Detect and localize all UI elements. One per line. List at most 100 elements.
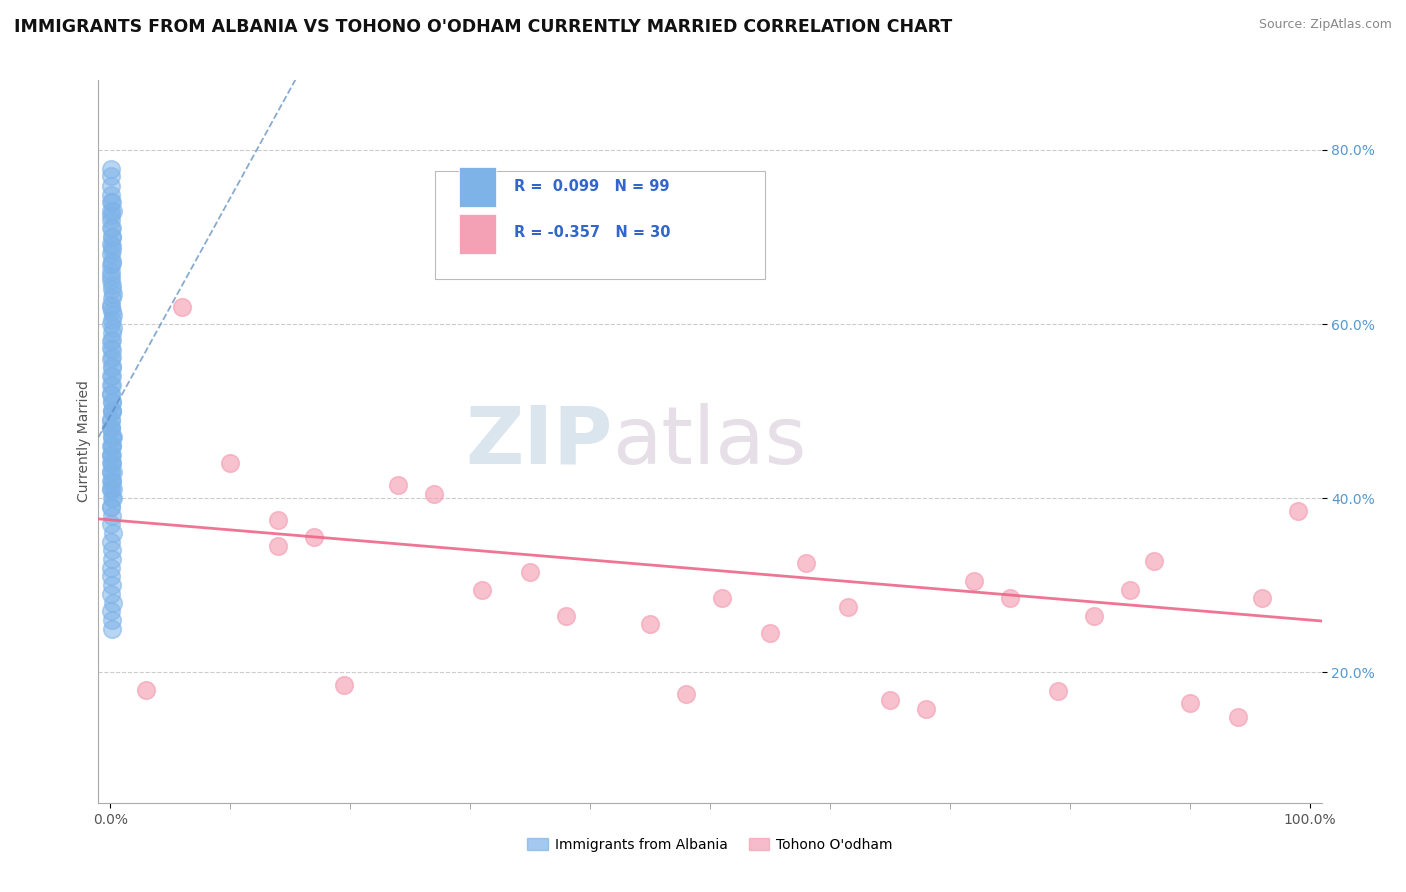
Point (1226, 710, 1249, 724)
Point (100, 247, 122, 261)
Point (101, 312, 124, 326)
Text: IMMIGRANTS FROM ALBANIA VS TOHONO O'ODHAM CURRENTLY MARRIED CORRELATION CHART: IMMIGRANTS FROM ALBANIA VS TOHONO O'ODHA… (14, 18, 952, 36)
Point (1286, 504, 1309, 518)
Point (100, 517, 122, 532)
Point (100, 500, 122, 514)
Point (100, 300, 122, 314)
Point (101, 430, 124, 444)
Point (101, 321, 124, 335)
Point (101, 238, 124, 252)
Point (675, 687, 697, 701)
Point (100, 188, 122, 202)
Point (101, 395, 124, 409)
Point (387, 478, 409, 492)
Point (1119, 582, 1142, 597)
Point (101, 483, 124, 497)
Point (423, 487, 446, 501)
Point (101, 404, 124, 418)
Point (915, 702, 938, 716)
Point (998, 591, 1021, 606)
Point (100, 179, 122, 194)
Point (101, 350, 124, 364)
Point (100, 448, 122, 462)
Point (100, 569, 122, 583)
Text: R = -0.357   N = 30: R = -0.357 N = 30 (515, 225, 671, 240)
Point (101, 491, 124, 505)
Point (100, 334, 122, 349)
Point (100, 483, 122, 497)
Point (101, 552, 124, 566)
Legend: Immigrants from Albania, Tohono O'odham: Immigrants from Albania, Tohono O'odham (522, 832, 898, 857)
Point (100, 448, 122, 462)
Point (638, 617, 661, 632)
Point (135, 682, 157, 697)
Point (100, 474, 122, 488)
Point (100, 474, 122, 488)
Point (101, 286, 124, 301)
Point (100, 162, 122, 177)
Point (100, 258, 122, 272)
Point (100, 430, 122, 444)
Point (101, 613, 124, 627)
Point (101, 622, 124, 636)
Point (100, 212, 122, 227)
Point (100, 578, 122, 592)
Point (101, 596, 124, 610)
Point (100, 230, 122, 244)
Point (101, 404, 124, 418)
Point (100, 369, 122, 384)
Point (100, 500, 122, 514)
Point (101, 448, 124, 462)
Point (101, 430, 124, 444)
Point (101, 404, 124, 418)
Point (100, 421, 122, 435)
Point (100, 483, 122, 497)
Point (100, 254, 122, 268)
Point (794, 557, 817, 571)
Point (100, 386, 122, 401)
Point (101, 221, 124, 235)
Point (101, 243, 124, 257)
Point (100, 351, 122, 366)
Point (100, 342, 122, 356)
Point (100, 413, 122, 427)
Point (101, 308, 124, 322)
Point (101, 439, 124, 453)
Point (963, 574, 986, 588)
Text: atlas: atlas (612, 402, 807, 481)
Text: Source: ZipAtlas.com: Source: ZipAtlas.com (1258, 18, 1392, 31)
Point (100, 465, 122, 479)
Point (100, 587, 122, 601)
Y-axis label: Currently Married: Currently Married (77, 381, 91, 502)
Point (101, 508, 124, 523)
Point (837, 599, 859, 614)
Point (1046, 684, 1069, 698)
Point (101, 195, 124, 210)
Point (101, 326, 124, 340)
Point (100, 256, 122, 270)
Point (100, 236, 122, 251)
Point (101, 456, 124, 470)
Bar (460, 167, 496, 207)
Point (100, 169, 122, 183)
Point (100, 360, 122, 375)
Point (100, 208, 122, 222)
Point (101, 282, 124, 296)
Point (100, 474, 122, 488)
Point (100, 265, 122, 279)
Point (100, 421, 122, 435)
Point (1083, 608, 1105, 623)
Point (1250, 591, 1272, 606)
Point (519, 565, 541, 579)
Point (100, 298, 122, 312)
Point (101, 395, 124, 409)
Point (471, 582, 494, 597)
Point (100, 333, 122, 347)
Point (100, 369, 122, 384)
Point (219, 456, 242, 470)
Point (100, 465, 122, 479)
Text: ZIP: ZIP (465, 402, 612, 481)
Bar (460, 214, 496, 253)
Point (711, 591, 734, 606)
Point (100, 561, 122, 575)
